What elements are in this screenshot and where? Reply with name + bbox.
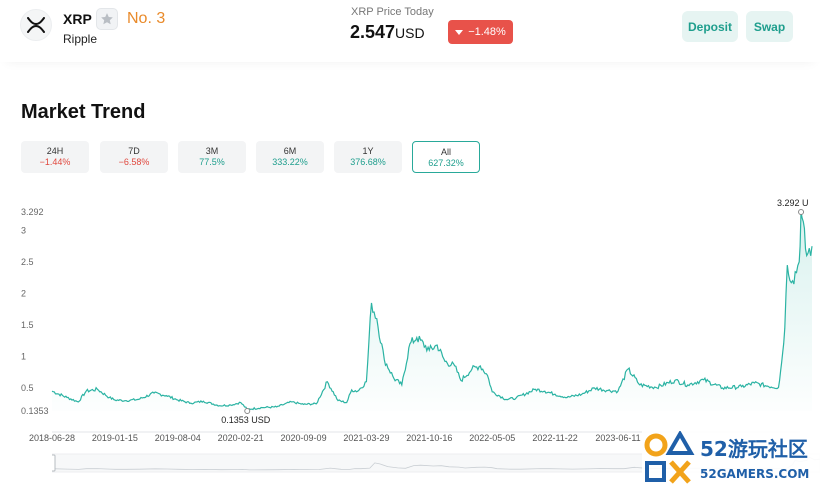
y-tick-label: 2 bbox=[21, 288, 26, 298]
tab-period: 7D bbox=[128, 146, 140, 156]
range-navigator[interactable] bbox=[52, 452, 820, 474]
price-number: 2.547 bbox=[350, 22, 396, 42]
tab-period: 1Y bbox=[362, 146, 374, 156]
x-tick-label: 2018-06-28 bbox=[29, 433, 75, 443]
tab-6m[interactable]: 6M 333.22% bbox=[256, 141, 324, 173]
coin-name: Ripple bbox=[63, 32, 98, 46]
tab-all[interactable]: All 627.32% bbox=[412, 141, 480, 173]
coin-symbol: XRP bbox=[63, 11, 92, 27]
extreme-markers: 3.292 U 0.1353 USD bbox=[221, 198, 808, 425]
watermark-logo: 52游玩社区 52GAMERS.COM bbox=[642, 431, 820, 487]
y-tick-label: 0.5 bbox=[21, 383, 34, 393]
star-icon bbox=[101, 13, 113, 25]
x-tick-label: 2023-06-11 bbox=[595, 433, 640, 443]
rank-label: No. 3 bbox=[127, 10, 166, 27]
max-marker bbox=[798, 209, 805, 215]
tab-3m[interactable]: 3M 77.5% bbox=[178, 141, 246, 173]
watermark-url: 52GAMERS.COM bbox=[700, 467, 809, 481]
x-tick-label: 2021-10-16 bbox=[406, 433, 452, 443]
market-trend-title: Market Trend bbox=[21, 101, 146, 123]
down-arrow-icon bbox=[455, 29, 464, 35]
y-tick-label: 0.1353 bbox=[21, 406, 49, 416]
swap-button[interactable]: Swap bbox=[746, 11, 793, 42]
x-tick-label: 2019-08-04 bbox=[155, 433, 201, 443]
price-area bbox=[52, 212, 812, 411]
tab-period: 24H bbox=[46, 146, 64, 156]
deposit-button[interactable]: Deposit bbox=[682, 11, 738, 42]
tab-period: 6M bbox=[283, 146, 297, 156]
price-unit: USD bbox=[395, 25, 425, 41]
favorite-star-button[interactable] bbox=[96, 8, 118, 30]
x-tick-label: 2022-11-22 bbox=[532, 433, 577, 443]
price-change-badge: −1.48% bbox=[448, 20, 513, 44]
price-chart[interactable]: 3.292 3 2.5 2 1.5 1 0.5 0.1353 2018-06-28 2019-0… bbox=[0, 196, 820, 452]
tab-7d[interactable]: 7D −6.58% bbox=[100, 141, 168, 173]
watermark-title: 52游玩社区 bbox=[700, 437, 808, 461]
tab-24h[interactable]: 24H −1.44% bbox=[21, 141, 89, 173]
y-tick-label: 1.5 bbox=[21, 320, 34, 330]
y-axis: 3.292 3 2.5 2 1.5 1 0.5 0.1353 bbox=[21, 207, 49, 416]
x-tick-label: 2022-05-05 bbox=[469, 433, 515, 443]
x-tick-label: 2021-03-29 bbox=[343, 433, 389, 443]
navigator-handle[interactable] bbox=[52, 454, 56, 472]
tab-change: 376.68% bbox=[350, 157, 386, 167]
min-label: 0.1353 USD bbox=[221, 415, 271, 425]
tab-change: −1.44% bbox=[39, 157, 71, 167]
tab-period: 3M bbox=[205, 146, 219, 156]
coin-header: XRP Ripple No. 3 XRP Price Today 2.547US… bbox=[0, 0, 820, 62]
y-tick-label: 3 bbox=[21, 225, 26, 235]
y-tick-label: 3.292 bbox=[21, 207, 44, 217]
x-tick-label: 2020-02-21 bbox=[218, 433, 264, 443]
tab-1y[interactable]: 1Y 376.68% bbox=[334, 141, 402, 173]
price-line bbox=[51, 211, 813, 411]
x-tick-label: 2020-09-09 bbox=[281, 433, 327, 443]
min-marker bbox=[244, 408, 251, 414]
y-tick-label: 1 bbox=[21, 351, 26, 361]
price-change-value: −1.48% bbox=[468, 26, 506, 38]
tab-change: 627.32% bbox=[428, 158, 464, 168]
max-label: 3.292 U bbox=[777, 198, 809, 208]
price-value: 2.547USD bbox=[350, 22, 425, 43]
price-label: XRP Price Today bbox=[351, 6, 434, 18]
y-tick-label: 2.5 bbox=[21, 257, 34, 267]
tab-period: All bbox=[440, 147, 451, 157]
x-tick-label: 2019-01-15 bbox=[92, 433, 138, 443]
xrp-logo-icon bbox=[20, 9, 52, 41]
tab-change: −6.58% bbox=[118, 157, 150, 167]
tab-change: 77.5% bbox=[199, 157, 225, 167]
tab-change: 333.22% bbox=[272, 157, 308, 167]
